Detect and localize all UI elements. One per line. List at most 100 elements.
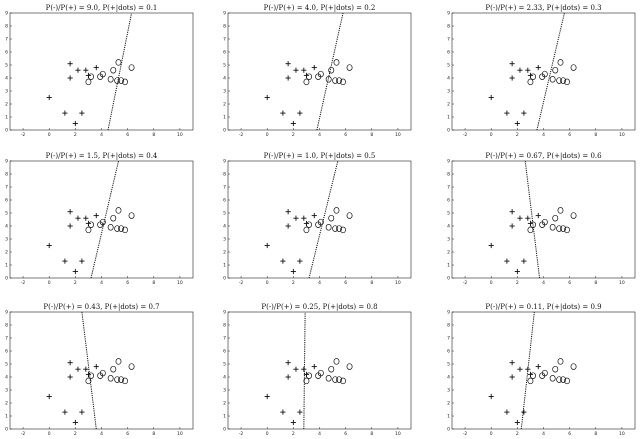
circle-point bbox=[303, 78, 310, 86]
decision-boundary-line bbox=[308, 160, 339, 279]
y-tick-label: 7 bbox=[447, 336, 450, 342]
circle-point bbox=[122, 78, 128, 86]
circle-point bbox=[115, 358, 122, 365]
scatter-panel-6: P(-)/P(+) = 0.67, P(+|dots) = 0.6 0 1 2 3 4 5 6… bbox=[447, 152, 636, 286]
circle-point bbox=[570, 212, 577, 219]
y-tick-label: 7 bbox=[223, 185, 226, 191]
y-tick-label: 8 bbox=[223, 24, 226, 30]
decision-boundary-line bbox=[81, 311, 97, 430]
y-tick-label: 5 bbox=[223, 63, 226, 69]
plus-point bbox=[285, 209, 291, 215]
y-tick-label: 1 bbox=[5, 263, 8, 269]
x-tick-label: 6 bbox=[126, 431, 129, 437]
circle-point bbox=[552, 214, 559, 222]
y-tick-label: 8 bbox=[223, 172, 226, 178]
panel-title: P(-)/P(+) = 0.11, P(+|dots) = 0.9 bbox=[485, 303, 601, 311]
y-tick-label: 7 bbox=[5, 336, 8, 342]
plus-point bbox=[75, 215, 81, 221]
circle-point bbox=[110, 365, 117, 373]
y-tick-label: 1 bbox=[447, 263, 450, 269]
decision-boundary-line bbox=[316, 12, 344, 131]
y-tick-label: 1 bbox=[447, 414, 450, 420]
scatter-panel-3: P(-)/P(+) = 2.33, P(+|dots) = 0.3 0 1 2 3 4 5 6… bbox=[447, 4, 636, 138]
y-tick-label: 8 bbox=[5, 24, 8, 30]
plus-point bbox=[93, 65, 99, 71]
x-tick-label: 8 bbox=[152, 132, 155, 138]
x-tick-label: 0 bbox=[490, 431, 493, 437]
y-tick-label: 1 bbox=[5, 115, 8, 121]
circle-point bbox=[118, 376, 125, 383]
plus-point bbox=[517, 67, 523, 73]
plus-point bbox=[301, 366, 307, 372]
x-tick-label: 2 bbox=[292, 431, 295, 437]
x-tick-label: 4 bbox=[318, 431, 321, 437]
y-tick-label: 8 bbox=[447, 24, 450, 30]
circle-point bbox=[118, 225, 125, 232]
scatter-panel-8: P(-)/P(+) = 0.25, P(+|dots) = 0.8 0 1 2 3 4 5 6… bbox=[223, 303, 412, 437]
x-tick-label: 6 bbox=[126, 132, 129, 138]
plus-point bbox=[514, 419, 520, 426]
circle-point bbox=[85, 226, 92, 234]
circle-point bbox=[115, 207, 122, 214]
panel-title: P(-)/P(+) = 1.5, P(+|dots) = 0.4 bbox=[46, 152, 158, 160]
plus-point bbox=[297, 409, 303, 415]
plus-point bbox=[79, 409, 85, 415]
circle-point bbox=[303, 377, 310, 385]
circle-point bbox=[115, 59, 122, 66]
plus-point bbox=[46, 94, 52, 101]
plus-point bbox=[75, 67, 81, 73]
plus-point bbox=[46, 393, 52, 400]
y-tick-label: 3 bbox=[223, 388, 226, 394]
y-tick-label: 5 bbox=[447, 211, 450, 217]
x-tick-label: 0 bbox=[48, 431, 51, 437]
plus-point bbox=[535, 65, 541, 71]
circle-point bbox=[306, 73, 312, 80]
plus-point bbox=[509, 75, 515, 81]
y-tick-label: 9 bbox=[447, 310, 450, 316]
x-tick-label: 10 bbox=[619, 132, 625, 138]
plus-point bbox=[79, 110, 85, 116]
y-tick-label: 9 bbox=[447, 159, 450, 165]
panel-title: P(-)/P(+) = 0.25, P(+|dots) = 0.8 bbox=[261, 303, 377, 311]
circle-point bbox=[570, 64, 577, 71]
plus-point bbox=[67, 374, 73, 380]
y-tick-label: 4 bbox=[223, 76, 226, 82]
circle-point bbox=[556, 77, 563, 84]
x-tick-label: 4 bbox=[100, 431, 103, 437]
y-tick-label: 4 bbox=[5, 375, 8, 381]
circle-point bbox=[556, 225, 563, 232]
circle-point bbox=[128, 212, 135, 219]
y-tick-label: 6 bbox=[447, 349, 450, 355]
plus-point bbox=[285, 360, 291, 366]
plus-point bbox=[290, 419, 296, 426]
x-tick-label: 2 bbox=[292, 280, 295, 286]
x-tick-label: 4 bbox=[100, 280, 103, 286]
plus-point bbox=[504, 110, 510, 116]
x-tick-label: 10 bbox=[619, 431, 625, 437]
circle-point bbox=[325, 76, 332, 83]
y-tick-label: 3 bbox=[5, 237, 8, 243]
plus-point bbox=[525, 67, 531, 73]
plus-point bbox=[521, 258, 527, 264]
y-tick-label: 2 bbox=[223, 401, 226, 407]
plus-point bbox=[509, 61, 515, 67]
circle-point bbox=[552, 66, 559, 74]
plus-point bbox=[285, 75, 291, 81]
plus-point bbox=[514, 268, 520, 275]
y-tick-label: 0 bbox=[223, 276, 226, 282]
plus-point bbox=[311, 65, 317, 71]
plus-point bbox=[264, 242, 270, 249]
y-tick-label: 2 bbox=[223, 102, 226, 108]
x-tick-label: 6 bbox=[568, 280, 571, 286]
x-tick-label: 10 bbox=[177, 132, 183, 138]
circle-point bbox=[340, 226, 346, 234]
plus-point bbox=[311, 213, 317, 219]
scatter-panel-7: P(-)/P(+) = 0.43, P(+|dots) = 0.7 0 1 2 3 4 5 6… bbox=[5, 303, 194, 437]
x-tick-label: 8 bbox=[370, 132, 373, 138]
x-tick-label: 8 bbox=[152, 431, 155, 437]
circle-point bbox=[128, 64, 135, 71]
decision-boundary-line bbox=[90, 160, 119, 279]
circle-point bbox=[85, 377, 92, 385]
plus-point bbox=[264, 393, 270, 400]
circle-point bbox=[556, 376, 563, 383]
